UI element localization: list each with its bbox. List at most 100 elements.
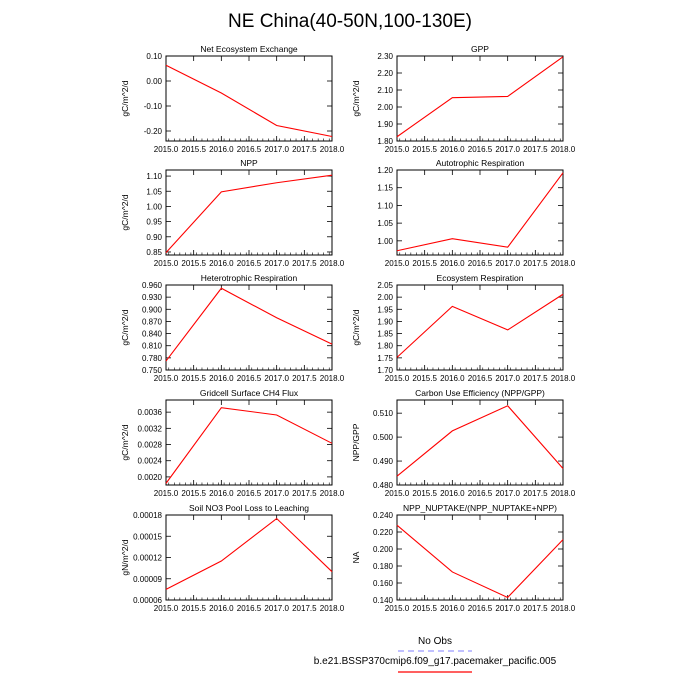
- y-tick-label: 2.05: [377, 281, 393, 290]
- x-tick-label: 2017.5: [523, 374, 548, 383]
- plot-frame: [165, 514, 333, 601]
- series-line: [396, 56, 564, 138]
- x-tick-label: 2016.0: [440, 489, 465, 498]
- y-axis-label: gC/m^2/d: [120, 309, 130, 345]
- panel-title: NPP: [240, 158, 258, 168]
- y-tick-label: 0.0024: [138, 457, 163, 466]
- x-tick-label: 2016.0: [209, 145, 234, 154]
- legend-model-label: b.e21.BSSP370cmip6.f09_g17.pacemaker_pac…: [314, 656, 557, 667]
- x-tick-label: 2015.5: [181, 374, 206, 383]
- x-tick-label: 2018.0: [551, 489, 576, 498]
- x-tick-label: 2017.0: [264, 145, 289, 154]
- x-tick-label: 2015.5: [412, 259, 437, 268]
- y-tick-label: 1.00: [146, 202, 162, 211]
- y-tick-label: 0.220: [373, 528, 394, 537]
- x-tick-label: 2018.0: [320, 259, 345, 268]
- x-tick-label: 2016.0: [440, 259, 465, 268]
- panel-title: Gridcell Surface CH4 Flux: [200, 388, 299, 398]
- x-tick-label: 2015.5: [412, 489, 437, 498]
- y-axis-label: gC/m^2/d: [351, 309, 361, 345]
- plot-frame: [165, 169, 333, 256]
- x-tick-label: 2016.5: [468, 259, 493, 268]
- plot-frame: [165, 399, 333, 486]
- series-line: [165, 287, 333, 362]
- x-tick-label: 2015.5: [181, 604, 206, 613]
- legend: No Obs b.e21.BSSP370cmip6.f09_g17.pacema…: [314, 636, 557, 673]
- x-tick-label: 2015.0: [385, 489, 410, 498]
- y-tick-label: 2.20: [377, 69, 393, 78]
- x-tick-label: 2015.0: [154, 259, 179, 268]
- panel-title: Net Ecosystem Exchange: [200, 44, 298, 54]
- x-tick-label: 2016.0: [440, 145, 465, 154]
- y-axis-label: NA: [351, 551, 361, 563]
- y-tick-label: 0.510: [373, 409, 394, 418]
- x-tick-label: 2017.5: [523, 489, 548, 498]
- x-tick-label: 2016.5: [237, 259, 262, 268]
- plot-frame: [396, 399, 564, 486]
- x-tick-label: 2017.0: [264, 489, 289, 498]
- y-tick-label: 0.490: [373, 457, 394, 466]
- y-tick-label: 0.00: [146, 77, 162, 86]
- y-tick-label: 0.160: [373, 579, 394, 588]
- plot-frame: [396, 169, 564, 256]
- x-tick-label: 2015.0: [154, 489, 179, 498]
- y-tick-label: 0.780: [142, 354, 163, 363]
- y-tick-label: 1.20: [377, 166, 393, 175]
- y-tick-label: 0.810: [142, 342, 163, 351]
- x-tick-label: 2016.5: [237, 489, 262, 498]
- y-axis-label: NPP/GPP: [351, 423, 361, 461]
- panel-title: Ecosystem Respiration: [437, 273, 524, 283]
- y-axis-label: gC/m^2/d: [120, 80, 130, 116]
- y-tick-label: 0.00012: [133, 554, 162, 563]
- x-tick-label: 2017.5: [523, 604, 548, 613]
- x-tick-label: 2016.0: [209, 374, 234, 383]
- panel-title: GPP: [471, 44, 489, 54]
- y-axis-label: gC/m^2/d: [351, 80, 361, 116]
- x-tick-label: 2017.0: [495, 259, 520, 268]
- x-tick-label: 2017.5: [292, 259, 317, 268]
- y-tick-label: 1.00: [377, 237, 393, 246]
- panel-title: Soil NO3 Pool Loss to Leaching: [189, 503, 309, 513]
- x-tick-label: 2015.0: [154, 374, 179, 383]
- x-tick-label: 2017.5: [292, 374, 317, 383]
- panel-title: Carbon Use Efficiency (NPP/GPP): [415, 388, 545, 398]
- y-tick-label: 1.10: [146, 172, 162, 181]
- x-tick-label: 2015.5: [412, 374, 437, 383]
- x-tick-label: 2018.0: [320, 145, 345, 154]
- chart-panel-9: Soil NO3 Pool Loss to Leaching gN/m^2/d 20…: [120, 503, 345, 613]
- plot-frame: [396, 284, 564, 371]
- x-tick-label: 2016.0: [440, 374, 465, 383]
- x-tick-label: 2018.0: [551, 604, 576, 613]
- y-tick-label: 1.10: [377, 201, 393, 210]
- y-axis-label: gC/m^2/d: [120, 194, 130, 230]
- x-tick-label: 2015.0: [385, 604, 410, 613]
- x-tick-label: 2017.0: [495, 489, 520, 498]
- x-tick-label: 2018.0: [551, 145, 576, 154]
- x-tick-label: 2018.0: [551, 374, 576, 383]
- x-tick-label: 2015.5: [181, 145, 206, 154]
- series-line: [165, 517, 333, 590]
- y-tick-label: 1.85: [377, 330, 393, 339]
- x-tick-label: 2016.0: [209, 489, 234, 498]
- legend-obs-label: No Obs: [418, 636, 452, 647]
- x-tick-label: 2017.5: [523, 259, 548, 268]
- x-tick-label: 2015.5: [412, 604, 437, 613]
- y-tick-label: -0.20: [144, 127, 163, 136]
- panel-title: Autotrophic Respiration: [436, 158, 525, 168]
- y-tick-label: 1.95: [377, 305, 393, 314]
- series-line: [396, 405, 564, 477]
- x-tick-label: 2017.5: [292, 489, 317, 498]
- x-tick-label: 2015.0: [385, 259, 410, 268]
- y-tick-label: 1.15: [377, 184, 393, 193]
- y-tick-label: 1.05: [146, 187, 162, 196]
- y-tick-label: 2.00: [377, 293, 393, 302]
- y-tick-label: 0.960: [142, 281, 163, 290]
- series-line: [165, 174, 333, 253]
- panel-title: Heterotrophic Respiration: [201, 273, 298, 283]
